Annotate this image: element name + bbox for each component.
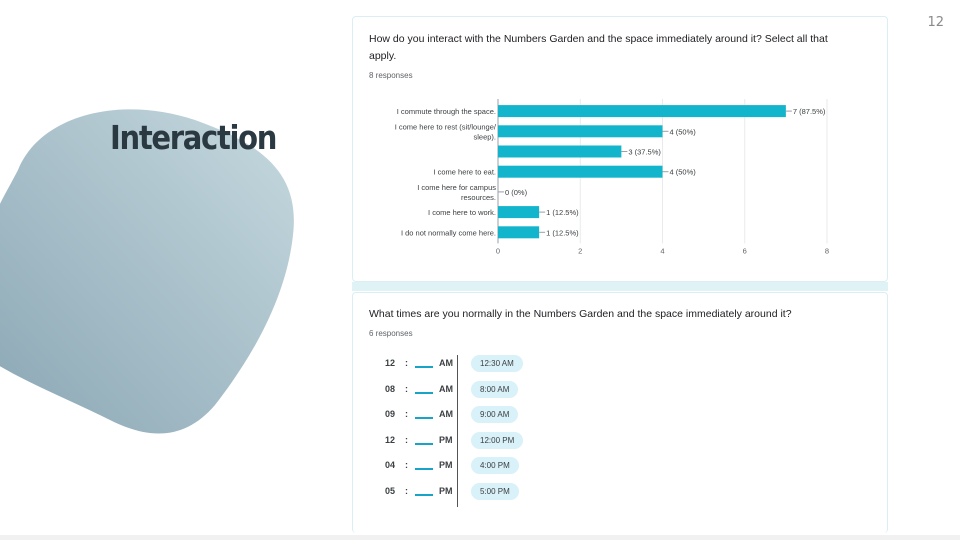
time-input: 12: AM [385,358,453,368]
time-response-list: 12: AM 12:30 AM 08: AM 8:00 AM 09: AM 9:00 AM 12:… [369,355,849,509]
time-chip: 9:00 AM [471,406,519,424]
minute-blank [415,417,433,420]
time-chip: 12:30 AM [471,355,523,372]
period-text: PM [439,460,453,471]
hour-text: 05 [385,485,396,496]
minute-blank [415,391,433,394]
colon: : [405,383,408,394]
x-tick-label: 4 [660,246,664,255]
hour-text: 12 [385,358,396,368]
hour-text: 12 [385,434,396,445]
value-label: 0 (0%) [505,188,528,197]
time-input: 12: PM [385,435,453,445]
page-number: 12 [927,15,944,30]
time-chip: 12:00 PM [471,431,524,449]
question-card-interaction: How do you interact with the Numbers Gar… [352,16,888,282]
slide-title: Interaction [110,118,277,157]
divider [457,355,458,507]
value-label: 4 (50%) [670,168,697,177]
category-label: I come here to eat. [433,168,496,177]
category-label: I come here to rest (sit/lounge/ [395,122,497,131]
time-input: 08: AM [385,384,453,394]
bar [498,125,663,138]
time-input: 04: PM [385,460,453,471]
period-text: AM [439,383,453,394]
bar [498,165,663,178]
x-tick-label: 2 [578,246,582,255]
x-tick-label: 6 [743,246,747,255]
value-label: 4 (50%) [670,127,697,136]
colon: : [405,409,408,420]
period-text: AM [439,409,453,420]
colon: : [405,485,408,496]
period-text: PM [439,434,453,445]
time-chip: 4:00 PM [471,457,519,475]
question-card-times: What times are you normally in the Numbe… [352,292,888,533]
time-row: 08: AM 8:00 AM [369,380,849,407]
period-text: AM [439,358,453,368]
category-label: I come here to work. [428,208,496,217]
hour-text: 08 [385,383,396,394]
bar [498,105,786,118]
time-row: 05: PM 5:00 PM [369,482,849,509]
card-separator [352,282,888,291]
bar [498,206,540,219]
hour-text: 04 [385,460,396,471]
minute-blank [415,468,433,471]
time-row: 09: AM 9:00 AM [369,406,849,432]
minute-blank [415,493,433,496]
hour-text: 09 [385,409,396,420]
x-tick-label: 8 [825,246,829,255]
category-label: I commute through the space. [397,107,496,116]
value-label: 3 (37.5%) [628,148,661,157]
x-tick-label: 0 [496,246,500,255]
minute-blank [415,442,433,445]
time-input: 09: AM [385,409,453,420]
value-label: 7 (87.5%) [793,107,826,116]
time-row: 04: PM 4:00 PM [369,457,849,483]
category-label: sleep). [473,132,496,141]
question-text: What times are you normally in the Numbe… [369,308,792,320]
category-label: I do not normally come here. [401,228,496,237]
colon: : [405,434,408,445]
bar [498,145,622,158]
decorative-blob [0,109,294,434]
response-count: 8 responses [369,71,413,80]
time-input: 05: PM [385,486,453,496]
category-label: resources. [461,193,496,202]
bar [498,226,540,239]
bottom-band [0,535,960,540]
question-text: How do you interact with the Numbers Gar… [369,33,828,62]
time-chip: 8:00 AM [471,380,519,398]
colon: : [405,460,408,471]
value-label: 1 (12.5%) [546,228,579,237]
time-row: 12: PM 12:00 PM [369,431,849,458]
bar-chart: 0 2 4 6 8 I commute through the space. 7 (87.5… [395,99,829,255]
period-text: PM [439,485,453,496]
response-count: 6 responses [369,329,413,338]
minute-blank [415,366,433,368]
time-chip: 5:00 PM [471,482,519,500]
colon: : [405,358,408,368]
time-row: 12: AM 12:30 AM [369,355,849,381]
category-label: I come here for campus [417,183,496,192]
value-label: 1 (12.5%) [546,208,579,217]
